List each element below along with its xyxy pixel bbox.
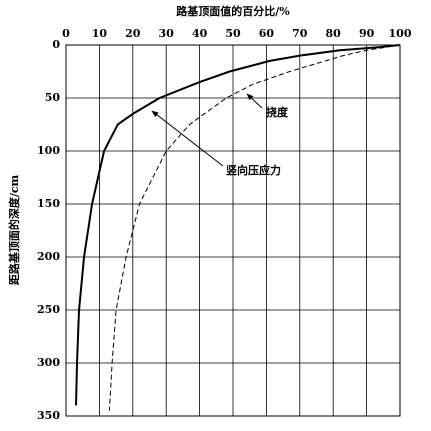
y-tick-label: 200 xyxy=(37,250,60,263)
annotation: 竖向压应力 xyxy=(226,163,281,177)
y-axis-label: 距路基顶面的深度/cm xyxy=(7,174,21,285)
y-tick-label: 300 xyxy=(37,356,60,369)
y-tick-label: 50 xyxy=(45,91,61,104)
series-line xyxy=(108,44,401,411)
x-tick-label: 90 xyxy=(359,27,375,40)
y-tick-label: 150 xyxy=(37,197,60,210)
y-tick-label: 250 xyxy=(37,303,60,316)
x-tick-label: 70 xyxy=(292,27,308,40)
x-tick-label: 30 xyxy=(159,27,175,40)
annotation-arrow xyxy=(246,93,263,109)
y-tick-label: 100 xyxy=(37,144,60,157)
x-tick-label: 10 xyxy=(92,27,108,40)
annotation: 挠度 xyxy=(266,105,289,119)
x-tick-label: 40 xyxy=(192,27,208,40)
series-line xyxy=(75,44,401,406)
x-tick-label: 60 xyxy=(259,27,275,40)
y-tick-label: 0 xyxy=(52,38,60,51)
x-tick-label: 50 xyxy=(225,27,241,40)
x-tick-label: 80 xyxy=(326,27,342,40)
x-tick-label: 0 xyxy=(62,27,70,40)
x-tick-label: 100 xyxy=(389,27,412,40)
chart-title: 路基顶面值的百分比/% xyxy=(176,4,290,18)
plot-frame xyxy=(65,44,401,417)
y-tick-label: 350 xyxy=(37,409,60,422)
annotation-arrow xyxy=(151,110,224,167)
x-tick-label: 20 xyxy=(125,27,141,40)
